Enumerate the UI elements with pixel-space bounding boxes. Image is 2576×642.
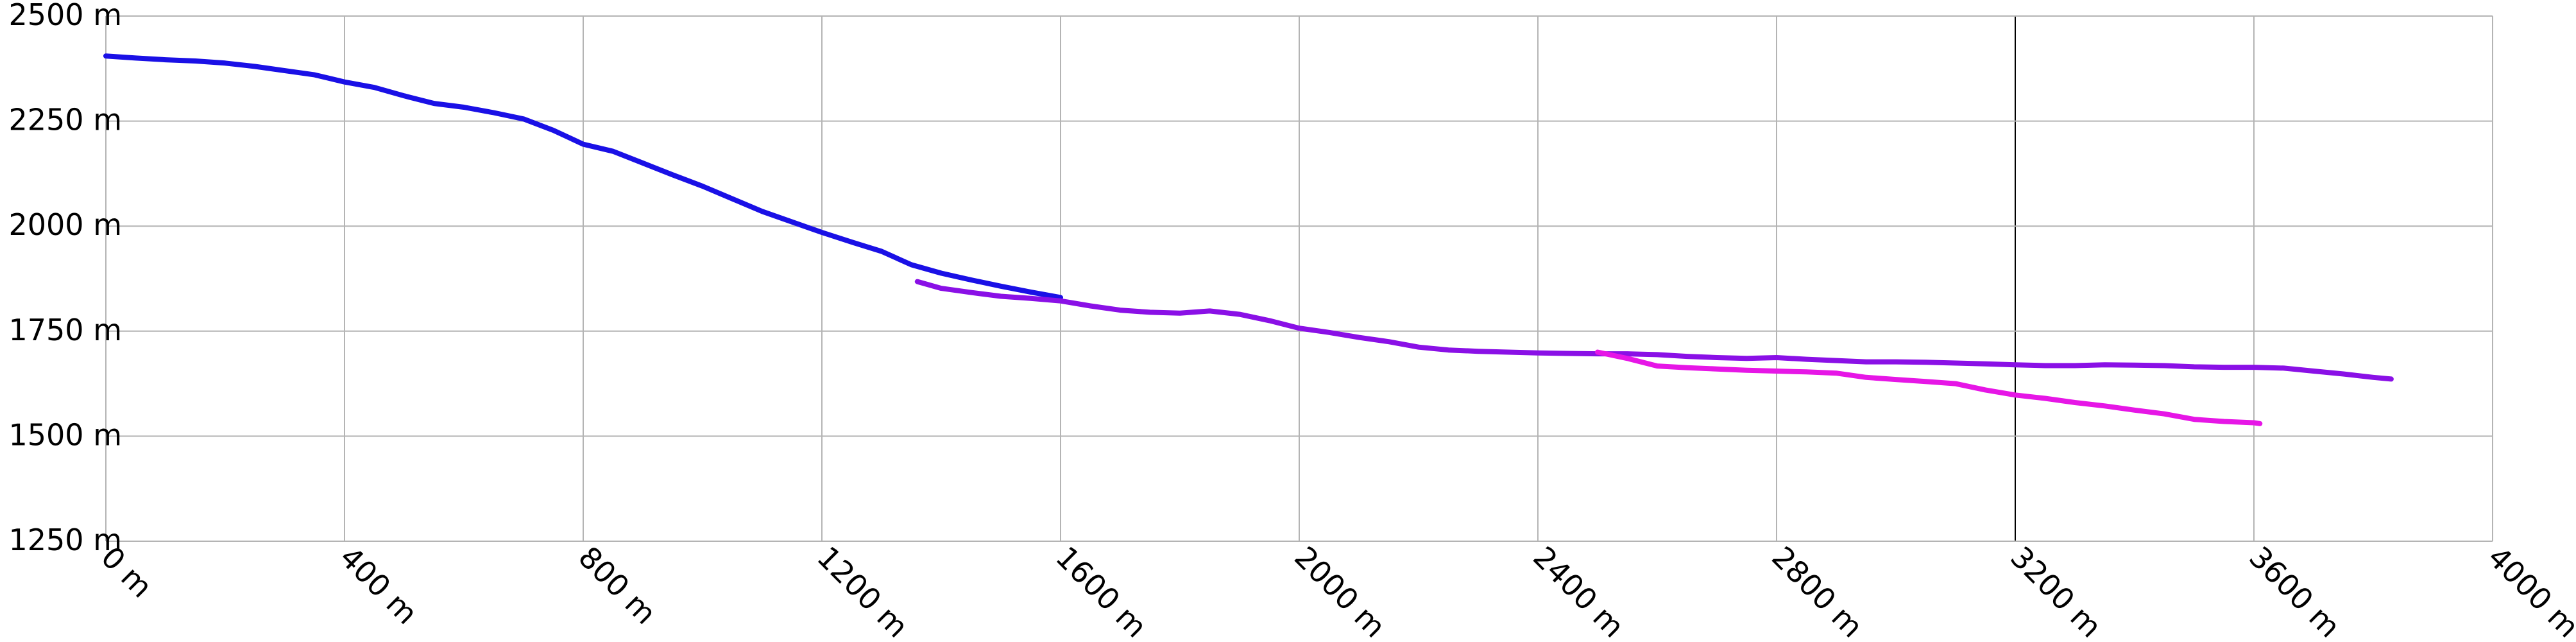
y-tick-label: 1500 m (9, 417, 123, 452)
y-axis-tick-labels: 1250 m 1500 m 1750 m 2000 m 2250 m 2500 m (9, 0, 123, 557)
series-layer (103, 53, 2394, 426)
x-tick-label: 1200 m (810, 540, 915, 642)
y-tick-label: 1750 m (9, 313, 123, 347)
series-line-2 (914, 279, 2394, 382)
x-tick-label: 3600 m (2242, 540, 2347, 642)
x-tick-label: 2400 m (1526, 540, 1631, 642)
x-tick-label: 2800 m (1765, 540, 1870, 642)
y-tick-label: 2250 m (9, 103, 123, 137)
x-tick-label: 2000 m (1288, 540, 1392, 642)
x-tick-label: 3200 m (2004, 540, 2108, 642)
x-tick-label: 800 m (572, 540, 663, 631)
x-tick-label: 4000 m (2481, 540, 2576, 642)
y-tick-label: 1250 m (9, 523, 123, 557)
grid (105, 15, 2493, 542)
x-tick-label: 1600 m (1049, 540, 1154, 642)
series-line-1 (103, 53, 1063, 300)
series-line-3 (1595, 349, 2263, 426)
y-tick-label: 2500 m (9, 0, 123, 32)
x-axis-tick-labels: 0 m 400 m 800 m 1200 m 1600 m 2000 m 2400 m 280… (94, 540, 2576, 642)
x-tick-label: 400 m (333, 540, 424, 631)
y-tick-label: 2000 m (9, 207, 123, 242)
